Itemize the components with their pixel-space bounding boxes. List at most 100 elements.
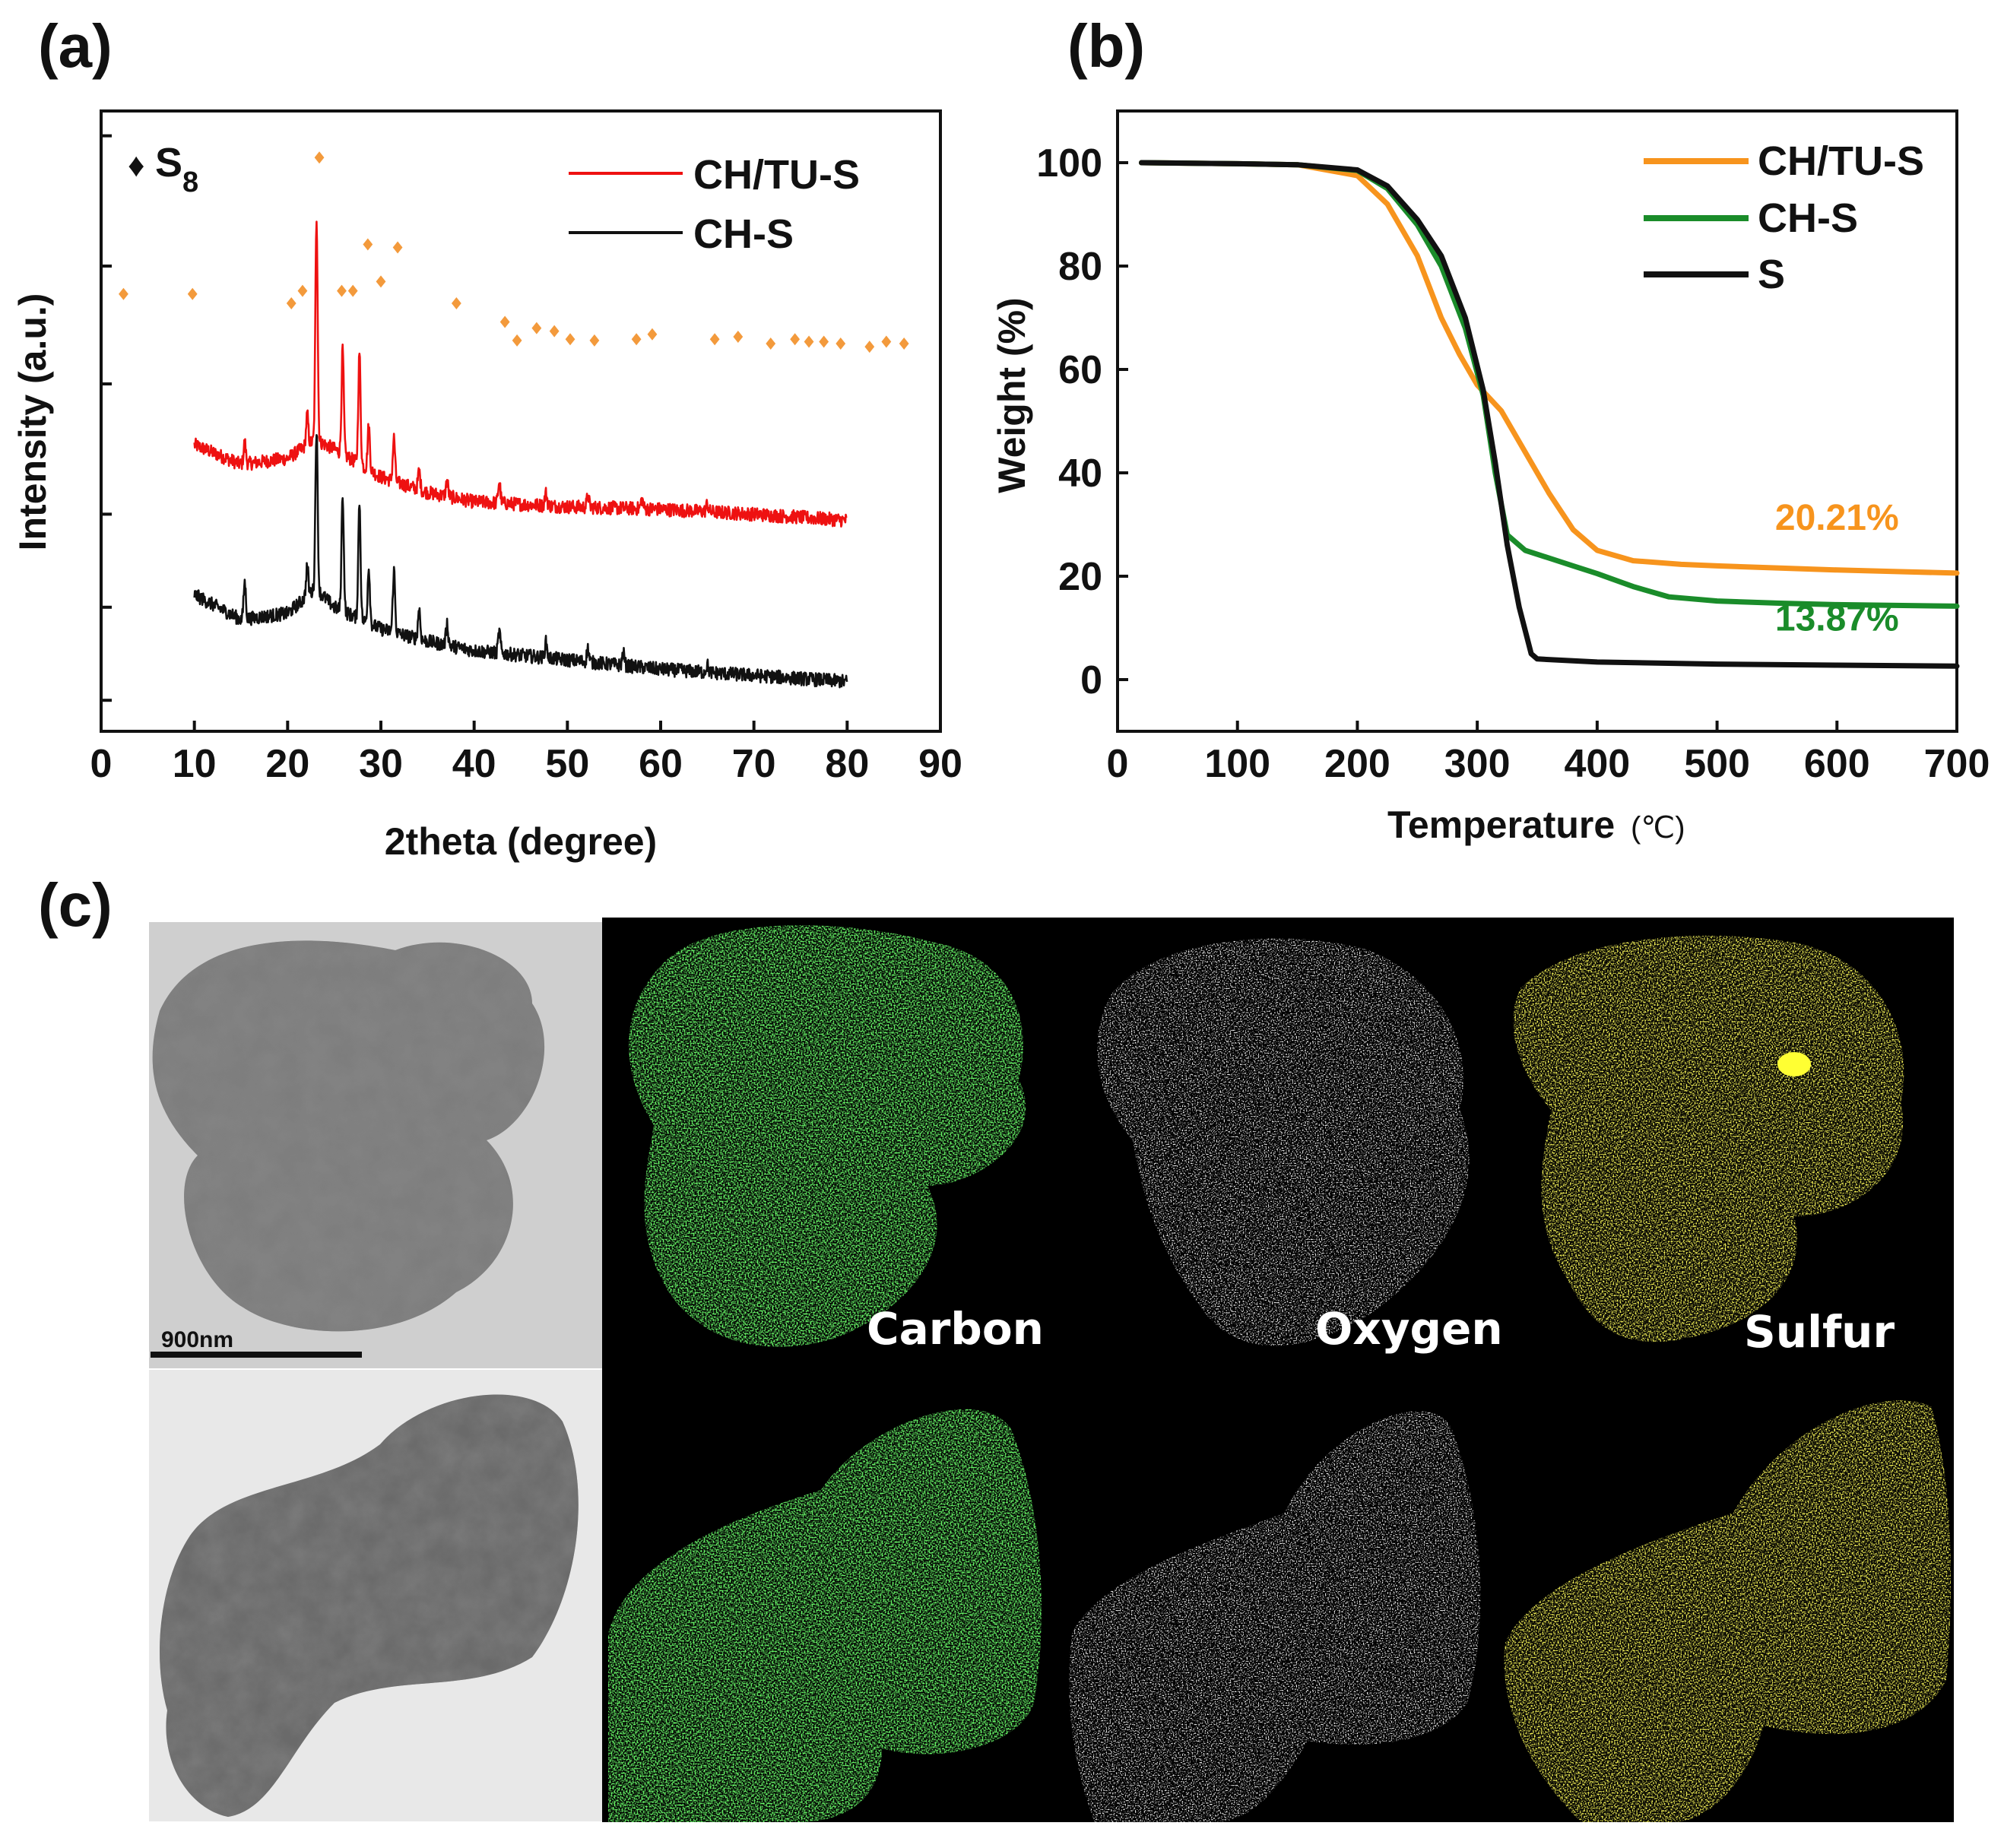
- s8-peak-marker: [565, 333, 576, 346]
- s8-peak-marker: [187, 287, 198, 300]
- tem-image-bottom: [149, 1370, 602, 1821]
- s8-peak-marker: [314, 151, 325, 164]
- tga-plot-frame: [1116, 109, 1958, 733]
- s8-legend-label: S: [155, 140, 182, 185]
- xrd-legend-label-ch-s: CH-S: [693, 211, 794, 257]
- map-label-carbon: Carbon: [867, 1303, 1044, 1355]
- panel-label-b: (b): [1067, 12, 1145, 80]
- xrd-x-tick-label: 60: [639, 742, 683, 786]
- tga-y-tick-label: 80: [1058, 245, 1102, 289]
- xrd-x-tick-label: 0: [90, 742, 113, 786]
- tga-annotation-layer: 20.21% 13.87%: [1775, 498, 1899, 639]
- panel-label-a: (a): [38, 12, 113, 80]
- tga-x-axis-title: Temperature: [1387, 804, 1615, 846]
- carbon-map-top: [629, 925, 1026, 1347]
- tga-legend-label-ch-tu-s: CH/TU-S: [1758, 138, 1924, 184]
- s8-peak-marker: [499, 315, 510, 328]
- tga-x-tick-label: 700: [1924, 742, 1990, 786]
- s8-peak-marker: [709, 333, 720, 346]
- xrd-series-line-ch-s: [193, 434, 848, 689]
- xrd-series-line-ch-tu-s: [193, 220, 848, 528]
- tga-chart: (b) 0 100 200 300 400 500 600 700 020406080100 …: [991, 12, 1990, 846]
- tga-residue-annotation: 20.21%: [1775, 498, 1899, 538]
- s8-peak-marker: [733, 331, 744, 344]
- xrd-y-axis-title: Intensity (a.u.): [11, 293, 54, 551]
- tga-y-axis: 0 20 40 60 80 100: [1036, 141, 1128, 702]
- s8-peak-marker: [790, 333, 801, 346]
- tga-y-tick-label: 100: [1036, 141, 1102, 185]
- xrd-x-tick-label: 80: [825, 742, 869, 786]
- tem-mapping-panel: (c) 900nm: [38, 871, 1954, 1822]
- map-label-oxygen: Oxygen: [1315, 1303, 1503, 1355]
- s8-legend-diamond: ♦: [128, 147, 144, 184]
- tga-x-tick-label: 400: [1564, 742, 1630, 786]
- s8-peak-marker: [864, 341, 875, 353]
- s8-peak-marker: [119, 287, 128, 300]
- s8-peak-marker: [451, 296, 461, 309]
- tga-x-axis-title-group: Temperature (℃): [1387, 804, 1685, 846]
- xrd-x-axis-title: 2theta (degree): [385, 820, 657, 863]
- tga-x-tick-label: 300: [1444, 742, 1511, 786]
- s8-peak-marker: [512, 334, 522, 347]
- s8-peak-marker: [836, 338, 846, 350]
- s8-peak-marker: [589, 334, 600, 347]
- s8-legend-subscript: 8: [182, 166, 198, 198]
- xrd-x-tick-label: 30: [359, 742, 403, 786]
- xrd-x-tick-label: 10: [173, 742, 217, 786]
- tga-x-tick-label: 100: [1204, 742, 1270, 786]
- tga-legend-label-ch-s: CH-S: [1758, 195, 1858, 241]
- tga-x-tick-label: 500: [1684, 742, 1750, 786]
- tga-legend: CH/TU-S CH-S S: [1644, 138, 1924, 297]
- tga-x-axis-unit: (℃): [1631, 811, 1685, 845]
- s8-peak-marker: [899, 338, 909, 350]
- s8-peak-marker: [376, 275, 386, 288]
- xrd-y-axis: [101, 134, 112, 702]
- s8-peak-marker: [881, 335, 892, 348]
- oxygen-map-bottom: [1069, 1411, 1481, 1822]
- tga-y-tick-label: 40: [1058, 452, 1102, 496]
- oxygen-map-top: [1097, 938, 1470, 1346]
- xrd-chart: (a) 0 10 20 30 40 50 60 70 80 90 2theta (degree) …: [11, 12, 962, 863]
- tga-y-tick-label: 0: [1080, 658, 1102, 702]
- s8-peak-marker: [286, 296, 296, 309]
- sulfur-hotspot: [1777, 1052, 1811, 1076]
- map-label-sulfur: Sulfur: [1744, 1306, 1895, 1358]
- xrd-series-layer: [193, 220, 848, 689]
- s8-legend: ♦ S 8: [128, 140, 198, 198]
- xrd-x-tick-label: 90: [918, 742, 962, 786]
- s8-peak-marker: [392, 241, 403, 254]
- s8-marker-layer: [119, 151, 909, 353]
- s8-peak-marker: [531, 322, 542, 334]
- s8-peak-marker: [631, 333, 642, 346]
- tga-residue-annotation: 13.87%: [1775, 598, 1899, 639]
- tga-y-tick-label: 60: [1058, 348, 1102, 392]
- xrd-legend-label-ch-tu-s: CH/TU-S: [693, 152, 860, 198]
- s8-peak-marker: [819, 335, 829, 348]
- s8-peak-marker: [347, 284, 358, 297]
- sulfur-map-bottom: [1504, 1400, 1951, 1822]
- s8-peak-marker: [549, 325, 560, 338]
- tga-x-tick-label: 600: [1804, 742, 1870, 786]
- s8-peak-marker: [337, 284, 347, 297]
- s8-peak-marker: [766, 338, 776, 350]
- tga-series-line-s: [1139, 160, 1960, 669]
- xrd-x-tick-label: 20: [265, 742, 309, 786]
- tga-x-tick-label: 200: [1324, 742, 1390, 786]
- tga-legend-label-s: S: [1758, 252, 1785, 297]
- xrd-legend: CH/TU-S CH-S: [569, 152, 860, 257]
- scale-bar-label: 900nm: [161, 1327, 233, 1352]
- tga-x-axis: 0 100 200 300 400 500 600 700: [1107, 721, 1990, 786]
- tga-series-layer: [1139, 160, 1960, 669]
- s8-peak-marker: [297, 284, 308, 297]
- s8-peak-marker: [804, 335, 814, 348]
- tga-x-tick-label: 0: [1107, 742, 1129, 786]
- xrd-x-tick-label: 70: [732, 742, 776, 786]
- xrd-x-tick-label: 50: [545, 742, 589, 786]
- tem-image-top: 900nm: [149, 922, 602, 1368]
- s8-peak-marker: [647, 328, 658, 341]
- tga-series-line-ch-tu-s: [1139, 160, 1960, 576]
- panel-label-c: (c): [38, 871, 113, 939]
- scale-bar: [151, 1352, 362, 1358]
- tga-y-axis-title: Weight (%): [991, 297, 1033, 493]
